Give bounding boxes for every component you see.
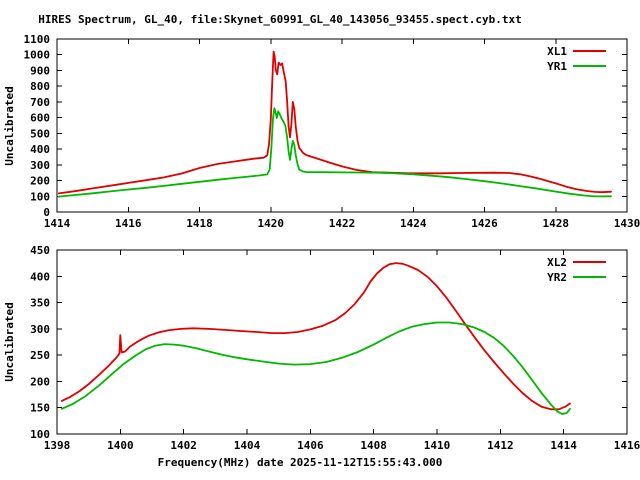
yr2-series-line (60, 321, 571, 415)
legend-label-xl2: XL2 (547, 256, 567, 269)
yr1-series-line (57, 107, 612, 198)
bottom-spectrum-panel: 1398 1400 1402 1404 1406 1408 1410 1412 1414 1416… (30, 244, 640, 452)
plot-title: HIRES Spectrum, GL_40, file:Skynet_60991… (38, 13, 521, 26)
x-tick-label: 1406 (297, 439, 324, 452)
y-tick-label: 300 (30, 323, 50, 336)
y-tick-label: 200 (30, 175, 50, 188)
x-tick-label: 1424 (400, 217, 427, 230)
x-tick-label: 1410 (424, 439, 451, 452)
x-tick-label: 1414 (44, 217, 71, 230)
top-y-axis-label: Uncalibrated (3, 86, 16, 165)
x-tick-label: 1426 (471, 217, 498, 230)
x-tick-label: 1416 (115, 217, 142, 230)
x-tick-label: 1402 (170, 439, 197, 452)
bottom-y-axis-label: Uncalibrated (3, 302, 16, 381)
y-tick-label: 700 (30, 96, 50, 109)
x-tick-label: 1414 (550, 439, 577, 452)
y-tick-label: 250 (30, 349, 50, 362)
x-tick-label: 1398 (44, 439, 71, 452)
y-tick-label: 100 (30, 428, 50, 441)
plot-border (56, 249, 628, 435)
xl2-series-line (60, 262, 571, 411)
top-spectrum-panel: 1414 1416 1418 1420 1422 1424 1426 1428 1430 0 100… (24, 33, 640, 230)
y-tick-label: 1000 (24, 49, 51, 62)
bottom-x-axis-label: Frequency(MHz) date 2025-11-12T15:55:43.… (158, 456, 443, 469)
xl1-series-line (57, 50, 612, 195)
y-tick-label: 400 (30, 143, 50, 156)
y-tick-label: 350 (30, 297, 50, 310)
y-tick-label: 400 (30, 270, 50, 283)
x-tick-label: 1408 (360, 439, 387, 452)
legend-label-xl1: XL1 (547, 45, 567, 58)
x-tick-label: 1412 (487, 439, 514, 452)
y-tick-label: 200 (30, 375, 50, 388)
legend-label-yr1: YR1 (547, 60, 567, 73)
x-tick-label: 1430 (614, 217, 640, 230)
y-tick-label: 500 (30, 127, 50, 140)
x-tick-label: 1420 (258, 217, 285, 230)
x-tick-label: 1416 (614, 439, 640, 452)
y-tick-label: 450 (30, 244, 50, 257)
y-tick-label: 600 (30, 112, 50, 125)
y-tick-label: 300 (30, 159, 50, 172)
x-tick-label: 1404 (234, 439, 261, 452)
y-tick-label: 0 (43, 206, 50, 219)
y-tick-label: 900 (30, 64, 50, 77)
y-tick-label: 1100 (24, 33, 51, 46)
x-tick-label: 1400 (107, 439, 134, 452)
y-tick-label: 150 (30, 402, 50, 415)
x-tick-label: 1428 (543, 217, 570, 230)
y-tick-label: 100 (30, 190, 50, 203)
plot-border (56, 38, 628, 213)
x-tick-label: 1418 (186, 217, 213, 230)
x-tick-label: 1422 (329, 217, 356, 230)
y-tick-label: 800 (30, 80, 50, 93)
legend-label-yr2: YR2 (547, 271, 567, 284)
